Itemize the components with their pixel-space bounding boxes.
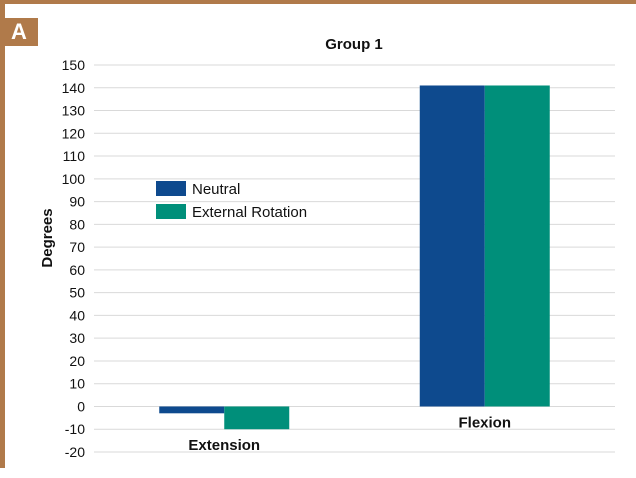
bar-flexion-neutral [419, 85, 485, 407]
y-tick-label: -10 [65, 421, 85, 437]
category-label: Flexion [458, 414, 511, 431]
y-tick-label: 100 [62, 171, 86, 187]
legend-swatch-neutral [156, 181, 186, 196]
y-tick-label: 140 [62, 80, 86, 96]
legend-label: External Rotation [192, 204, 307, 221]
y-tick-label: 80 [69, 216, 85, 232]
y-tick-label: 40 [69, 307, 85, 323]
bars [159, 85, 550, 430]
bar-flexion-external-rotation [484, 85, 550, 407]
y-tick-label: 70 [69, 239, 85, 255]
bar-extension-external-rotation [224, 406, 290, 430]
y-tick-label: 30 [69, 330, 85, 346]
bar-extension-neutral [159, 406, 225, 414]
y-tick-label: 10 [69, 376, 85, 392]
y-tick-label: 150 [62, 57, 86, 73]
y-tick-label: 110 [63, 148, 86, 164]
frame-top-border [0, 0, 636, 4]
y-tick-label: 60 [69, 262, 85, 278]
y-tick-label: 20 [69, 353, 85, 369]
y-tick-label: 90 [69, 194, 85, 210]
y-tick-label: 0 [77, 398, 85, 414]
chart-title: Group 1 [325, 36, 383, 53]
y-tick-label: 50 [69, 285, 85, 301]
y-tick-label: 130 [62, 103, 86, 119]
category-labels: Extension Flexion [188, 414, 511, 454]
y-axis-label: Degrees [39, 208, 56, 267]
legend-label: Neutral [192, 181, 240, 198]
y-tick-labels: 1501401301201101009080706050403020100-10… [62, 57, 86, 460]
legend: Neutral External Rotation [156, 181, 307, 221]
frame-left-border [0, 0, 5, 468]
panel-label: A [0, 18, 38, 46]
category-label: Extension [188, 437, 260, 454]
y-tick-label: 120 [62, 125, 86, 141]
legend-swatch-external-rotation [156, 204, 186, 219]
y-tick-label: -20 [65, 444, 85, 460]
